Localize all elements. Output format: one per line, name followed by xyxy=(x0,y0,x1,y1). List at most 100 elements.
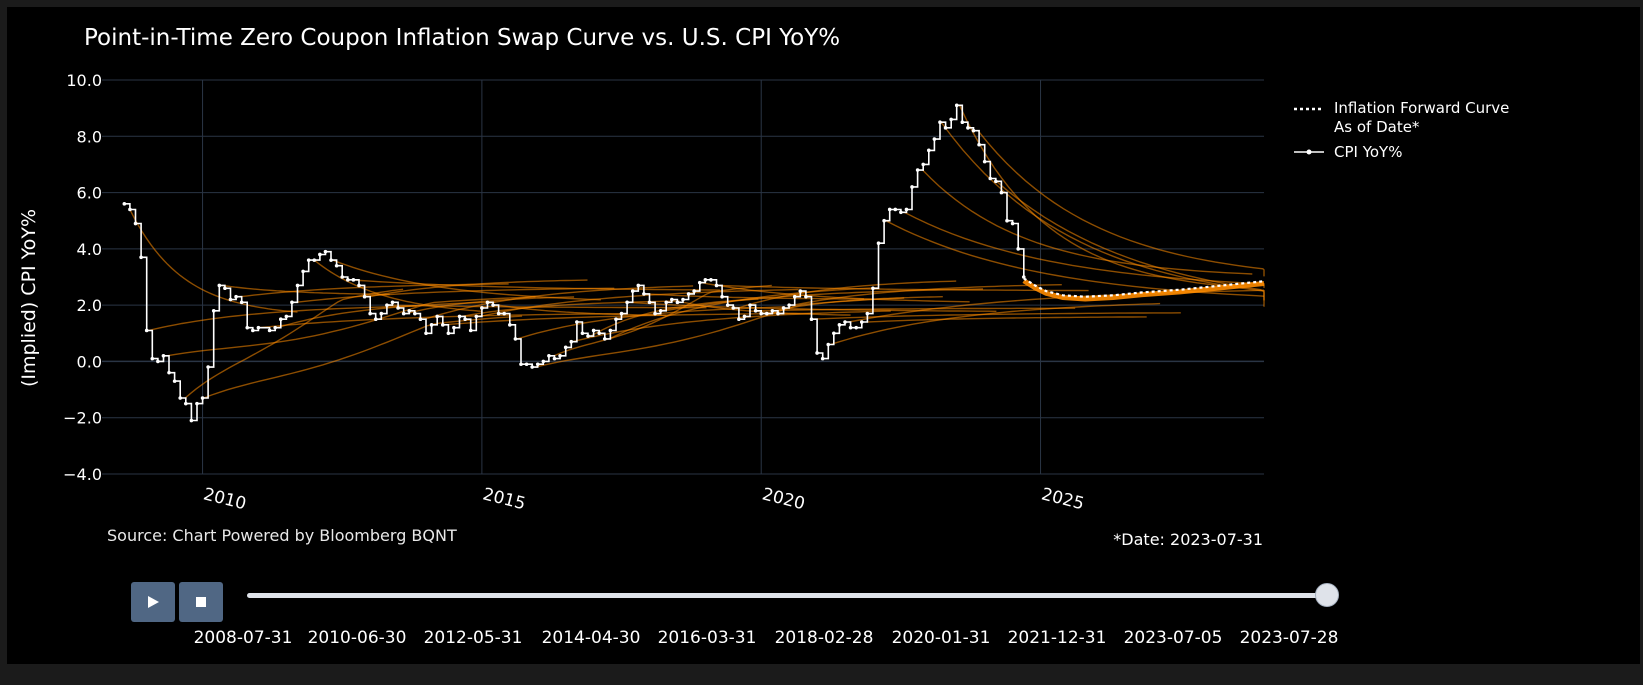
cpi-point xyxy=(172,379,177,383)
cpi-point xyxy=(457,314,462,319)
cpi-point xyxy=(407,308,412,313)
cpi-point xyxy=(703,278,708,282)
legend-forward-label-2[interactable]: As of Date* xyxy=(1334,118,1420,136)
cpi-point xyxy=(982,159,987,164)
slider-step-label[interactable]: 2023-07-28 xyxy=(1239,628,1339,648)
cpi-point xyxy=(859,320,864,324)
cpi-point xyxy=(385,303,389,307)
cpi-point xyxy=(424,331,428,336)
legend-cpi-label[interactable]: CPI YoY% xyxy=(1334,143,1402,161)
history-forward-curve xyxy=(719,284,1089,292)
cpi-point xyxy=(368,311,372,316)
cpi-point xyxy=(357,283,361,288)
cpi-point xyxy=(630,289,635,293)
cpi-point xyxy=(340,275,345,279)
cpi-point xyxy=(552,356,557,361)
legend[interactable]: Inflation Forward Curve As of Date* CPI … xyxy=(1294,99,1509,161)
chart-title: Point-in-Time Zero Coupon Inflation Swap… xyxy=(84,25,840,51)
slider-step-label[interactable]: 2023-07-05 xyxy=(1123,628,1223,648)
cpi-point xyxy=(435,314,439,319)
history-forward-curve xyxy=(516,306,786,340)
cpi-point xyxy=(373,317,378,322)
cpi-point xyxy=(508,323,512,327)
history-forward-curve xyxy=(295,287,615,303)
cpi-point xyxy=(608,328,613,333)
cpi-point xyxy=(731,306,736,310)
cpi-point xyxy=(156,359,160,364)
slider-step-label[interactable]: 2016-03-31 xyxy=(657,628,757,648)
cpi-point xyxy=(161,354,166,358)
slider-step-label[interactable]: 2018-02-28 xyxy=(774,628,874,648)
cpi-point xyxy=(670,297,674,302)
cpi-point xyxy=(602,337,607,341)
cpi-point xyxy=(167,370,171,375)
cpi-point xyxy=(971,128,976,133)
history-forward-curve xyxy=(830,302,1161,346)
cpi-point xyxy=(586,334,590,338)
slider-step-label[interactable]: 2012-05-31 xyxy=(423,628,523,648)
cpi-point xyxy=(133,221,138,226)
cpi-point xyxy=(737,317,741,322)
slider-step-label[interactable]: 2021-12-31 xyxy=(1007,628,1107,648)
cpi-point xyxy=(519,362,523,367)
cpi-point xyxy=(440,323,445,327)
cpi-point xyxy=(938,120,942,125)
cpi-point xyxy=(290,300,294,305)
slider-step-label[interactable]: 2010-06-30 xyxy=(307,628,407,648)
cpi-point xyxy=(580,331,585,336)
slider-step-label[interactable]: 2014-04-30 xyxy=(541,628,641,648)
cpi-point xyxy=(234,294,238,299)
cpi-point xyxy=(770,308,775,313)
cpi-point xyxy=(792,294,797,299)
cpi-point xyxy=(681,297,685,302)
cpi-point xyxy=(753,308,758,313)
date-slider-rail[interactable] xyxy=(247,593,1327,598)
cpi-point xyxy=(513,337,518,341)
cpi-point xyxy=(563,345,568,350)
cpi-point xyxy=(798,289,803,293)
cpi-point xyxy=(1005,218,1009,223)
cpi-point xyxy=(949,117,953,122)
date-slider-handle[interactable] xyxy=(1315,583,1339,607)
forward-curve-line xyxy=(1023,277,1265,298)
chart-svg: Point-in-Time Zero Coupon Inflation Swap… xyxy=(18,25,1509,549)
slider-step-label[interactable]: 2020-01-31 xyxy=(891,628,991,648)
y-tick-label: 10.0 xyxy=(66,71,102,90)
cpi-point xyxy=(530,365,534,369)
cpi-point xyxy=(362,294,367,299)
source-note: Source: Chart Powered by Bloomberg BQNT xyxy=(107,526,457,545)
history-forward-curve xyxy=(129,209,298,313)
cpi-point xyxy=(200,396,205,400)
y-ticks: 10.0 8.0 6.0 4.0 2.0 0.0 −2.0 −4.0 xyxy=(63,71,102,484)
cpi-point xyxy=(502,311,507,316)
stop-button[interactable] xyxy=(179,582,223,622)
x-tick-label: 2025 xyxy=(1039,484,1086,514)
cpi-point xyxy=(245,325,250,330)
history-forward-curve xyxy=(406,296,575,315)
cpi-point xyxy=(217,283,222,288)
cpi-point xyxy=(748,303,752,307)
cpi-point xyxy=(709,278,713,282)
cpi-point xyxy=(312,258,317,262)
cpi-point xyxy=(899,210,903,215)
x-tick-label: 2020 xyxy=(760,484,807,514)
cpi-point xyxy=(491,303,495,307)
cpi-point xyxy=(418,317,423,322)
cpi-point xyxy=(211,308,216,313)
grid xyxy=(102,79,1264,475)
legend-forward-label-1[interactable]: Inflation Forward Curve xyxy=(1334,99,1509,117)
cpi-point xyxy=(401,311,406,316)
cpi-point xyxy=(843,320,847,324)
cpi-point xyxy=(306,258,311,262)
history-forward-curve xyxy=(922,169,1253,275)
cpi-point xyxy=(781,306,786,310)
cpi-point xyxy=(273,325,277,330)
cpi-point xyxy=(351,278,356,282)
slider-step-label[interactable]: 2008-07-31 xyxy=(193,628,293,648)
cpi-point xyxy=(413,311,417,316)
play-button[interactable] xyxy=(131,582,175,622)
cpi-point xyxy=(832,331,836,336)
cpi-point xyxy=(575,320,579,324)
cpi-point xyxy=(915,168,920,172)
cpi-point xyxy=(452,325,456,330)
